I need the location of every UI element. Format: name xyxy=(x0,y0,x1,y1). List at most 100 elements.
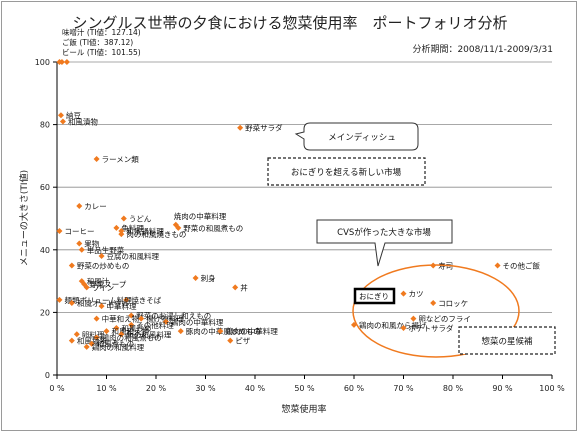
data-point-label: 和風鍋料理 xyxy=(126,226,164,236)
data-point xyxy=(63,59,70,65)
star-candidates-ellipse xyxy=(352,264,520,358)
data-point-label: その他ご飯 xyxy=(503,260,541,270)
star-candidates-box xyxy=(458,326,556,355)
data-point-label: ラーメン類 xyxy=(102,154,140,164)
data-point xyxy=(118,231,125,238)
x-tick-label: 90 % xyxy=(492,384,513,393)
data-point-label: 肉の和風焼きもの xyxy=(126,229,186,239)
data-point-label: 野菜サラダ xyxy=(245,123,283,133)
data-point-label: ワイン xyxy=(92,283,115,292)
data-point xyxy=(217,328,224,335)
data-point xyxy=(232,284,239,291)
data-point-label: 麺類ボリューム料理 xyxy=(64,295,132,305)
data-point xyxy=(78,246,85,253)
x-tick-label: 60 % xyxy=(344,384,365,393)
data-point xyxy=(237,124,244,131)
data-point xyxy=(58,59,65,65)
data-point xyxy=(98,303,105,310)
main-dish-label: メインディッシュ xyxy=(328,132,395,143)
data-point-label: 卵などのフライ xyxy=(418,314,471,324)
x-tick-label: 40 % xyxy=(245,384,266,393)
data-point-label: 和風和え物 xyxy=(112,326,150,336)
data-point-label: 焼きそば xyxy=(131,296,161,305)
y-tick-label: 0 xyxy=(45,371,50,380)
data-point xyxy=(98,253,105,260)
data-point-label: ビール (TI値：101.55) xyxy=(62,47,141,57)
data-point-label: 野菜のお浸し和えもの xyxy=(136,311,211,321)
data-point xyxy=(410,315,417,322)
y-axis-title: メニューの大きさ(TI値) xyxy=(18,170,30,266)
data-point-label: 納豆 xyxy=(66,110,81,120)
data-point-label: 鶏肉の和風煮もの xyxy=(102,332,162,342)
data-point xyxy=(68,337,75,344)
data-point-label: カレー xyxy=(84,202,107,211)
data-point-label: 揚げ物料理 xyxy=(146,314,184,324)
x-tick-label: 100 % xyxy=(539,384,565,393)
data-point-label: 鶏肉の和風料理 xyxy=(92,342,145,352)
axes: 0 20 40 60 80 100 0 % 10 % 20 % 30 % 40 % 50 % 60 % 7… xyxy=(35,58,565,393)
x-tick-label: 10 % xyxy=(96,384,117,393)
data-point xyxy=(494,262,501,269)
onigiri-box-label: おにぎり xyxy=(359,291,389,301)
y-tick-label: 100 xyxy=(35,58,50,67)
data-point-label: 焼肉の中華料理 xyxy=(174,211,227,221)
data-point-label: 野菜の和風煮もの xyxy=(183,223,243,233)
x-axis-title: 惣菜使用率 xyxy=(281,403,326,415)
data-point-label: 刺身 xyxy=(201,273,216,283)
data-point-label: 野菜の炒めもの xyxy=(77,260,130,270)
data-point-label: 中華和え物 xyxy=(102,314,140,324)
data-point-label: 果物 xyxy=(84,239,99,249)
data-point-label: 魚料理 xyxy=(121,223,144,233)
new-market-note: おにぎりを超える新しい市場 xyxy=(267,157,426,186)
star-candidates-label: 惣菜の星候補 xyxy=(481,336,533,347)
main-dish-bubble xyxy=(294,122,419,151)
data-point xyxy=(83,343,90,350)
y-tick-label: 40 xyxy=(40,246,50,255)
data-point xyxy=(76,240,83,247)
data-point-label: 中華料理 xyxy=(107,301,137,311)
data-point xyxy=(113,325,120,332)
data-point xyxy=(227,337,234,344)
x-tick-label: 70 % xyxy=(393,384,414,393)
data-point-label: 丼 xyxy=(240,282,248,292)
data-point xyxy=(123,296,130,303)
data-point xyxy=(93,334,100,341)
data-point xyxy=(138,315,145,322)
analysis-period: 分析期間：2008/11/1-2009/3/31 xyxy=(412,43,553,55)
data-point-label: カツ xyxy=(409,290,424,299)
data-point xyxy=(68,300,75,307)
data-point-label: 鶏肉の中華料理 xyxy=(225,326,278,336)
data-point xyxy=(120,215,127,222)
cvs-market-callout: CVSが作った大きな市場 xyxy=(316,219,453,267)
data-point-label: 魚の和風料理 xyxy=(126,329,171,339)
data-point xyxy=(177,328,184,335)
data-point-label: 和風煮もの xyxy=(97,339,134,349)
data-point-label: 和風汁 xyxy=(87,276,110,286)
data-point xyxy=(162,318,169,325)
data-point-label: コロッケ xyxy=(438,299,468,308)
data-point-label: 和風オードブル xyxy=(77,298,130,308)
data-point-label: 鶏肉の中華料理 xyxy=(171,317,224,327)
data-point xyxy=(57,112,64,119)
data-point-label: ご飯 (TI値：387.12) xyxy=(62,37,133,47)
cvs-market-bubble xyxy=(316,219,453,267)
data-point xyxy=(76,202,83,209)
data-point-label: ポテトサラダ xyxy=(409,323,454,333)
new-market-label: おにぎりを超える新しい市場 xyxy=(291,167,402,178)
data-point-label: 味噌汁 (TI値：127.14) xyxy=(62,27,141,37)
data-point xyxy=(113,224,120,231)
data-point xyxy=(56,296,63,303)
data-point xyxy=(118,228,125,235)
data-point-label: 和風炒め xyxy=(121,324,151,333)
x-tick-label: 80 % xyxy=(443,384,464,393)
chart-title: シングルス世帯の夕食における惣菜使用率 ポートフォリオ分析 xyxy=(72,14,507,32)
y-tick-label: 80 xyxy=(40,121,50,130)
data-point-label: 鶏肉の和風から揚げ xyxy=(359,320,427,330)
data-point xyxy=(118,331,125,338)
data-point-label: 豆腐の和風料理 xyxy=(107,251,160,261)
data-points: 味噌汁 (TI値：127.14)ご飯 (TI値：387.12)ビール (TI値：… xyxy=(56,27,541,352)
data-point xyxy=(400,325,407,332)
data-point xyxy=(59,118,66,125)
